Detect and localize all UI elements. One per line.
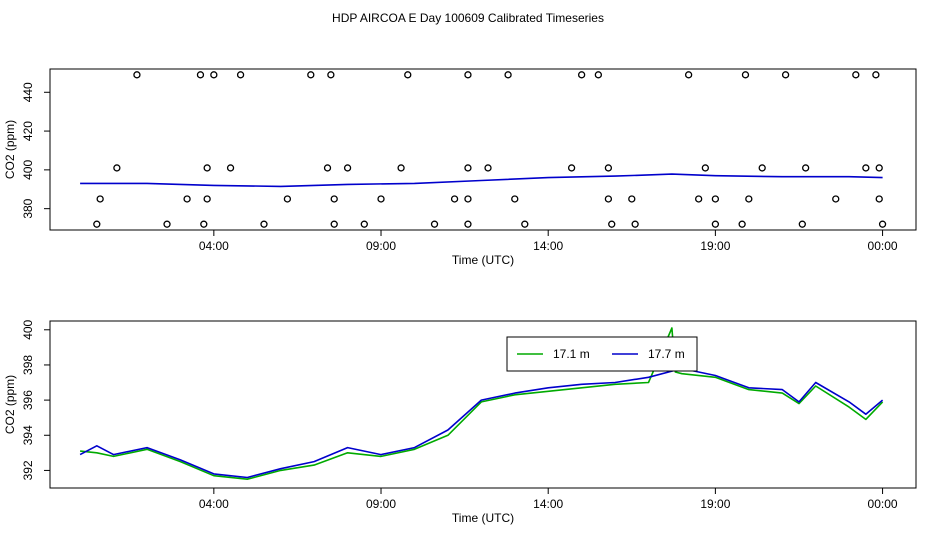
data-point	[738, 220, 746, 228]
legend-label: 17.7 m	[648, 347, 685, 361]
x-tick-label: 00:00	[868, 239, 898, 253]
data-point	[711, 195, 720, 203]
data-point	[484, 164, 492, 172]
data-point	[631, 220, 639, 228]
x-tick-label: 14:00	[533, 239, 563, 253]
data-point	[567, 164, 576, 172]
data-point	[878, 220, 887, 228]
data-point	[594, 71, 603, 79]
x-tick-label: 00:00	[868, 497, 898, 511]
data-point	[875, 164, 883, 172]
data-point	[628, 195, 636, 203]
dual-height-panel: 04:00 09:00 14:00 19:00 00:00 392 394 396 398 400…	[3, 319, 917, 525]
data-point	[577, 71, 586, 79]
data-point	[430, 220, 439, 228]
data-point	[464, 195, 472, 203]
data-point	[307, 71, 315, 79]
data-point	[236, 71, 245, 79]
data-point	[283, 195, 292, 203]
data-point	[872, 71, 880, 79]
data-point	[133, 71, 141, 79]
x-tick-label: 09:00	[366, 239, 396, 253]
y-tick-label: 440	[21, 82, 35, 102]
data-point	[200, 220, 208, 228]
data-point	[330, 220, 338, 228]
data-point	[464, 164, 472, 172]
data-point	[226, 164, 235, 172]
x-tick-label: 19:00	[700, 239, 730, 253]
data-point	[504, 71, 512, 79]
y-tick-label: 420	[21, 121, 35, 141]
data-point	[758, 164, 766, 172]
data-point	[343, 164, 352, 172]
y-tick-label: 380	[21, 198, 35, 218]
x-tick-label: 04:00	[199, 239, 229, 253]
data-point	[113, 164, 121, 172]
data-point	[862, 164, 870, 172]
data-point	[745, 195, 753, 203]
x-axis-label: Time (UTC)	[452, 511, 514, 525]
x-tick-label: 09:00	[366, 497, 396, 511]
timeseries-panel: 04:00 09:00 14:00 19:00 00:00 380 400 420 440 Tim…	[3, 68, 917, 267]
data-point	[377, 195, 385, 203]
plot-frame	[49, 320, 917, 489]
data-point	[203, 164, 211, 172]
data-point	[875, 195, 883, 203]
data-point	[604, 164, 613, 172]
data-point	[464, 71, 472, 79]
legend: 17.1 m 17.7 m	[506, 336, 698, 372]
data-point	[360, 220, 368, 228]
data-point	[701, 164, 710, 172]
data-point	[781, 71, 790, 79]
y-axis-label: CO2 (ppm)	[3, 120, 17, 179]
data-point	[210, 71, 218, 79]
page-title: HDP AIRCOA E Day 100609 Calibrated Times…	[332, 11, 604, 25]
data-point	[695, 195, 703, 203]
y-tick-label: 394	[21, 425, 35, 445]
series-line	[80, 327, 884, 481]
data-point	[397, 164, 405, 172]
data-point	[450, 195, 459, 203]
series-line	[80, 173, 883, 188]
x-tick-label: 14:00	[533, 497, 563, 511]
data-point	[511, 195, 519, 203]
data-point	[832, 195, 840, 203]
y-tick-label: 400	[21, 160, 35, 180]
x-tick-label: 19:00	[700, 497, 730, 511]
data-point	[404, 71, 412, 79]
x-tick-label: 04:00	[199, 497, 229, 511]
y-tick-label: 396	[21, 390, 35, 410]
y-tick-label: 392	[21, 460, 35, 480]
data-point	[323, 164, 332, 172]
plot-frame	[49, 68, 917, 231]
data-point	[521, 220, 529, 228]
y-tick-label: 400	[21, 319, 35, 339]
data-point	[196, 71, 205, 79]
data-point	[604, 195, 613, 203]
data-point	[684, 71, 693, 79]
series-line	[79, 367, 884, 479]
y-axis-label: CO2 (ppm)	[3, 375, 17, 434]
data-point	[203, 195, 211, 203]
data-point	[93, 220, 101, 228]
data-point	[96, 195, 104, 203]
legend-label: 17.1 m	[553, 347, 590, 361]
data-point	[852, 71, 860, 79]
data-point	[163, 220, 171, 228]
data-point	[330, 195, 338, 203]
data-point	[608, 220, 616, 228]
data-point	[464, 220, 472, 228]
y-tick-label: 398	[21, 355, 35, 375]
data-point	[741, 71, 750, 79]
data-point	[327, 71, 335, 79]
data-point	[711, 220, 720, 228]
x-axis-label: Time (UTC)	[452, 253, 514, 267]
data-point	[183, 195, 191, 203]
data-point	[798, 220, 806, 228]
data-point	[260, 220, 268, 228]
data-point	[802, 164, 810, 172]
